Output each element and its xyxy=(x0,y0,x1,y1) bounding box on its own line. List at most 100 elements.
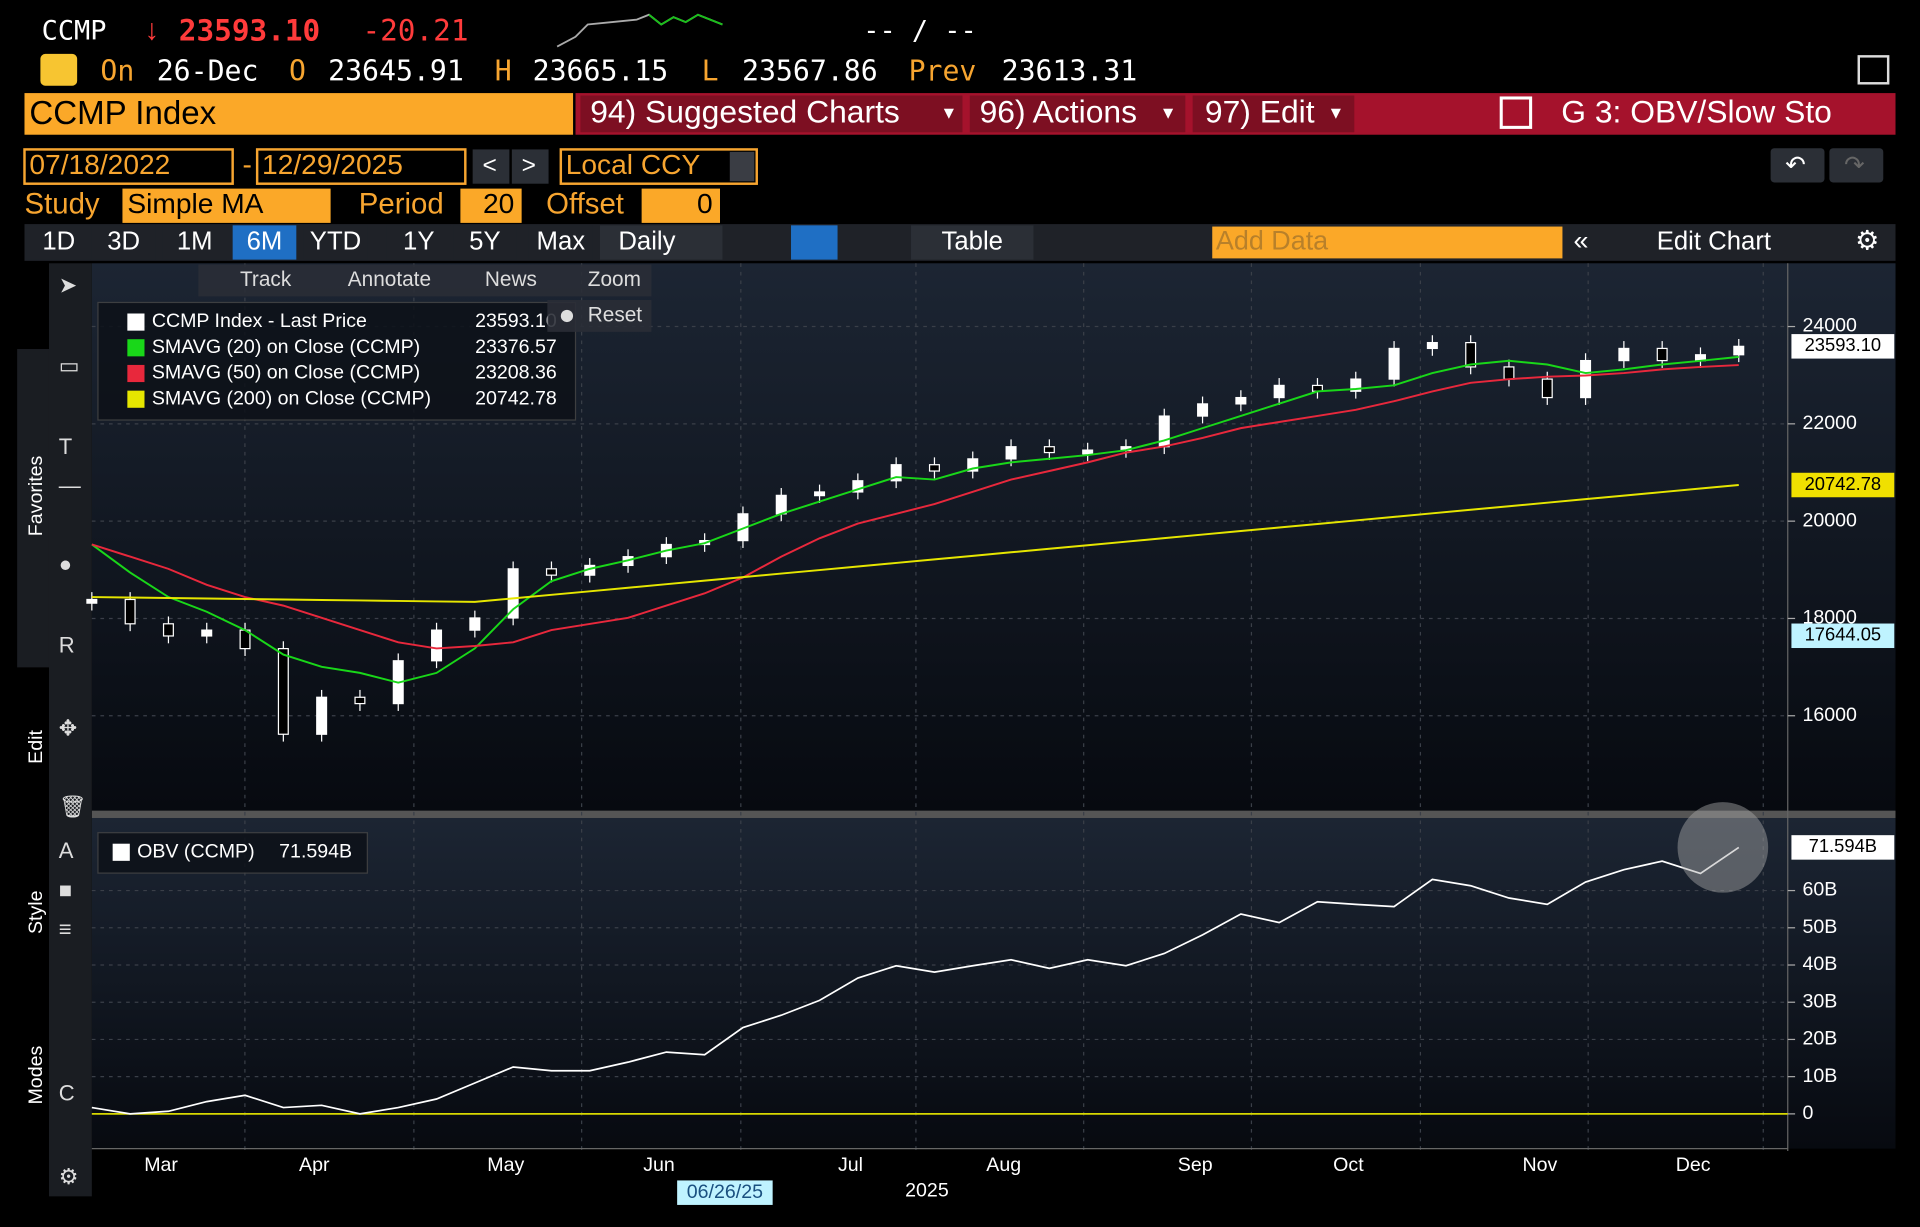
edit-chart[interactable]: Edit Chart xyxy=(1657,227,1771,255)
chart-tool[interactable]: Zoom xyxy=(588,268,641,291)
date-tag xyxy=(677,1180,773,1205)
add-data[interactable]: Add Data xyxy=(1216,226,1328,256)
period-box[interactable] xyxy=(460,188,522,223)
chart-tool[interactable]: News xyxy=(485,268,537,291)
menu-item[interactable]: 97) Edit xyxy=(1205,93,1315,129)
tool-icon[interactable]: ≡ xyxy=(59,916,72,941)
candle xyxy=(431,629,443,662)
tool-icon[interactable]: — xyxy=(59,473,82,498)
launch-icon[interactable] xyxy=(1499,96,1533,129)
currency-dropdown[interactable] xyxy=(729,151,755,182)
side-label[interactable]: Favorites xyxy=(25,455,47,536)
period-label[interactable]: 3D xyxy=(107,227,140,255)
y-tick-label: 60B xyxy=(1802,879,1837,901)
period-label[interactable]: 1D xyxy=(42,227,75,255)
offset-box[interactable] xyxy=(641,188,720,223)
tool-icon[interactable]: C xyxy=(59,1081,75,1106)
period-button[interactable] xyxy=(232,225,297,260)
undo-button[interactable] xyxy=(1770,148,1825,183)
tool-icon[interactable]: 🗑 xyxy=(59,794,87,819)
tool-icon[interactable]: ▭ xyxy=(59,353,80,378)
sparkline-recent xyxy=(648,13,723,26)
add-data-box[interactable] xyxy=(1212,226,1563,259)
legend-name: OBV (CCMP) xyxy=(137,840,254,862)
period-button[interactable] xyxy=(162,225,227,260)
redo-button[interactable] xyxy=(1829,148,1884,183)
study-box[interactable] xyxy=(122,188,331,223)
study-type[interactable]: Simple MA xyxy=(127,188,263,219)
table-button[interactable] xyxy=(911,225,1034,260)
x-tick-label: Nov xyxy=(1523,1154,1558,1176)
candle xyxy=(1656,347,1668,362)
period-label[interactable]: 1Y xyxy=(403,227,434,255)
prev-button[interactable] xyxy=(472,149,510,184)
period-button[interactable] xyxy=(26,225,91,260)
end-date[interactable]: 12/29/2025 xyxy=(262,149,403,180)
side-label[interactable]: Style xyxy=(25,890,47,934)
security-box[interactable] xyxy=(24,93,574,135)
candle xyxy=(1082,449,1094,455)
price-tag xyxy=(1791,334,1895,359)
period-button[interactable] xyxy=(386,225,451,260)
favorites-tab[interactable] xyxy=(17,349,49,668)
currency-box[interactable] xyxy=(559,148,758,185)
x-tick-label: Sep xyxy=(1178,1154,1213,1176)
reset[interactable]: Reset xyxy=(588,303,643,326)
menu-item-bg[interactable] xyxy=(1192,95,1355,133)
sma-line xyxy=(91,364,1739,650)
period-label[interactable]: YTD xyxy=(310,227,361,255)
pane-splitter[interactable] xyxy=(91,810,1896,818)
side-label[interactable]: Modes xyxy=(25,1046,47,1105)
candle-toggle[interactable] xyxy=(791,225,838,260)
low-label: L xyxy=(702,54,719,87)
popout-icon[interactable] xyxy=(1857,55,1890,85)
end-date-box[interactable] xyxy=(255,148,467,185)
frequency[interactable]: Daily xyxy=(618,227,675,255)
candle xyxy=(507,568,519,619)
offset-label: Offset xyxy=(546,188,624,221)
currency[interactable]: Local CCY xyxy=(566,149,701,180)
period-value[interactable]: 20 xyxy=(483,188,514,219)
chart-tool-buttons: Track Annotate News Zoom xyxy=(240,268,641,291)
period-buttons: 1D 3D 1M 6M YTD 1Y 5Y Max xyxy=(26,225,593,260)
chart-tool[interactable]: Track xyxy=(240,268,292,291)
chart-tool[interactable]: Annotate xyxy=(348,268,431,291)
tool-icon[interactable]: A xyxy=(59,838,74,863)
menu-item-bg[interactable] xyxy=(969,95,1186,133)
candle xyxy=(775,494,787,515)
tool-icon[interactable]: T xyxy=(59,434,72,459)
menu-item-bg[interactable] xyxy=(580,95,963,133)
period-button[interactable] xyxy=(303,225,368,260)
period-label[interactable]: Max xyxy=(537,227,586,255)
settings-icon[interactable]: ⚙ xyxy=(1855,226,1879,256)
menu-item[interactable]: 96) Actions xyxy=(980,93,1137,129)
start-date[interactable]: 07/18/2022 xyxy=(29,149,170,180)
tool-icon[interactable]: ● xyxy=(59,552,72,577)
period-label[interactable]: 5Y xyxy=(469,227,500,255)
period-button[interactable] xyxy=(453,225,517,260)
offset-value[interactable]: 0 xyxy=(697,188,713,219)
period-label[interactable]: 1M xyxy=(177,227,213,255)
legend-name: CCMP Index - Last Price xyxy=(152,310,367,332)
chart-name[interactable]: G 3: OBV/Slow Sto xyxy=(1561,93,1832,129)
period-button[interactable] xyxy=(528,225,593,260)
tool-icon[interactable]: R xyxy=(59,632,75,657)
next-button[interactable] xyxy=(511,149,549,184)
collapse-glyph[interactable]: « xyxy=(1573,226,1588,256)
period-label[interactable]: 6M xyxy=(247,227,283,255)
frequency-button[interactable] xyxy=(600,225,723,260)
tool-icon[interactable]: ⚙ xyxy=(59,1164,79,1189)
menu-item[interactable]: 94) Suggested Charts xyxy=(590,93,900,129)
info-icon[interactable] xyxy=(40,53,78,86)
obv-line xyxy=(91,846,1740,1115)
side-label[interactable]: Edit xyxy=(25,730,47,764)
start-date-box[interactable] xyxy=(23,148,234,185)
y-tick-label: 16000 xyxy=(1802,704,1857,726)
period-button[interactable] xyxy=(91,225,156,260)
table[interactable]: Table xyxy=(942,227,1003,255)
tool-icon[interactable]: ✥ xyxy=(59,716,77,741)
high-label: H xyxy=(495,54,512,87)
tool-icon[interactable]: ■ xyxy=(59,877,72,902)
tool-icon[interactable]: ➤ xyxy=(59,272,77,297)
